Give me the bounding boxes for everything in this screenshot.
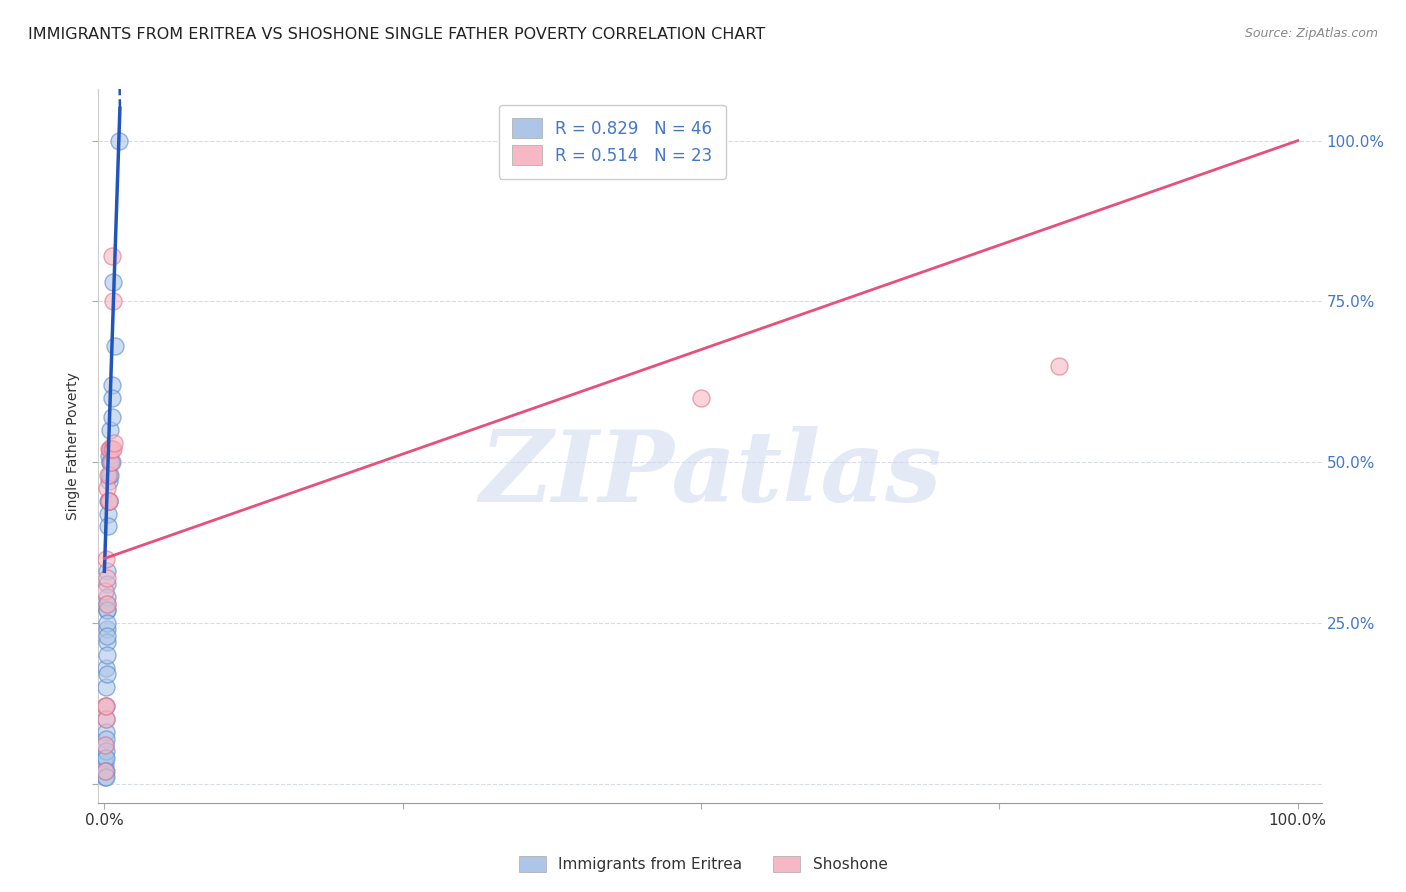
Point [98,493,121,508]
Point [98,423,121,437]
Point [100,391,122,405]
Text: Source: ZipAtlas.com: Source: ZipAtlas.com [1244,27,1378,40]
Point [96,615,118,630]
Point [100,442,122,457]
Point [96,699,118,714]
Point [94,583,117,598]
Point [98,442,121,457]
Point [94,738,117,752]
Point [96,603,118,617]
Point [94,699,117,714]
Point [94,738,117,752]
Point [96,603,118,617]
Point [96,648,118,662]
Point [94,712,117,726]
Point [97,507,120,521]
Point [96,680,118,694]
Point [96,667,118,681]
Point [100,455,122,469]
Point [94,712,117,726]
Point [98,442,121,457]
Point [97,467,120,482]
Point [98,467,121,482]
Y-axis label: Single Father Poverty: Single Father Poverty [66,372,80,520]
Point [96,629,118,643]
Point [96,590,118,604]
Point [107,134,129,148]
Point [94,551,117,566]
Point [96,571,118,585]
Point [96,661,118,675]
Point [94,731,117,746]
Point [101,249,124,263]
Point [97,519,120,533]
Point [98,467,121,482]
Point [690,391,713,405]
Point [97,442,120,457]
Point [93,764,115,778]
Point [96,699,118,714]
Point [96,635,118,649]
Point [96,597,118,611]
Point [100,455,122,469]
Point [103,435,125,450]
Point [94,764,117,778]
Point [96,622,118,636]
Point [94,770,117,784]
Point [94,725,117,739]
Point [97,493,120,508]
Point [96,597,118,611]
Point [98,455,121,469]
Point [94,757,117,772]
Point [101,294,124,309]
Text: ZIPatlas: ZIPatlas [479,426,941,523]
Point [97,493,120,508]
Point [96,481,118,495]
Point [98,455,121,469]
Point [94,744,117,758]
Point [100,378,122,392]
Point [94,751,117,765]
Point [98,449,121,463]
Point [96,565,118,579]
Point [1047,359,1070,373]
Legend: Immigrants from Eritrea, Shoshone: Immigrants from Eritrea, Shoshone [510,848,896,880]
Point [101,442,124,457]
Point [97,493,120,508]
Point [101,275,124,289]
Point [94,751,117,765]
Text: IMMIGRANTS FROM ERITREA VS SHOSHONE SINGLE FATHER POVERTY CORRELATION CHART: IMMIGRANTS FROM ERITREA VS SHOSHONE SING… [28,27,765,42]
Point [94,764,117,778]
Legend: R = 0.829   N = 46, R = 0.514   N = 23: R = 0.829 N = 46, R = 0.514 N = 23 [499,104,725,178]
Point [96,577,118,591]
Point [94,770,117,784]
Point [104,339,127,353]
Point [97,475,120,489]
Point [100,410,122,425]
